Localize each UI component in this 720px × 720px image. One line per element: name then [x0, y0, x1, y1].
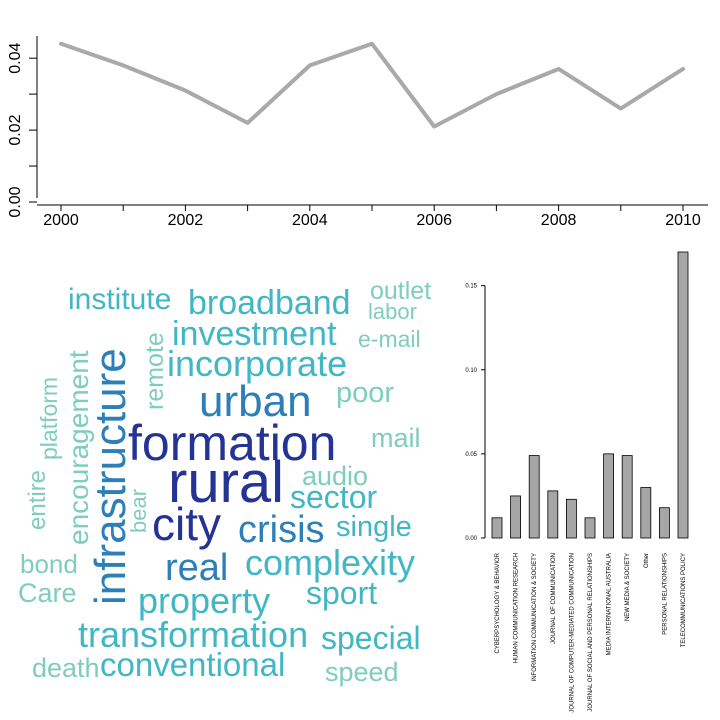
- bar: [547, 490, 559, 539]
- word-complexity: complexity: [245, 542, 415, 583]
- word-sport: sport: [306, 575, 377, 611]
- bar-category-label: MEDIA INTERNATIONAL AUSTRALIA: [607, 553, 613, 655]
- word-poor: poor: [336, 377, 394, 409]
- y-tick-label: 0.00: [7, 186, 24, 217]
- word-encouragement: encouragement: [63, 350, 94, 545]
- bar-category-label: Other: [644, 553, 650, 568]
- word-special: special: [321, 620, 421, 656]
- word-conventional: conventional: [100, 646, 285, 683]
- bar-category-label: TELECOMMUNICATIONS POLICY: [681, 553, 687, 647]
- bar: [491, 517, 503, 539]
- bar-y-tick-label: 0.05: [465, 452, 477, 458]
- bar: [584, 517, 596, 539]
- bar-y-tick-label: 0.10: [465, 368, 477, 374]
- word-single: single: [336, 511, 412, 543]
- bar-category-label: JOURNAL OF SOCIAL AND PERSONAL RELATIONS…: [588, 553, 594, 712]
- bar: [621, 455, 633, 539]
- y-tick-label: 0.04: [7, 43, 24, 74]
- bar: [566, 498, 577, 539]
- word-transformation: transformation: [78, 614, 308, 655]
- bar-category-label: PERSONAL RELATIONSHIPS: [662, 553, 668, 635]
- x-tick-label: 2002: [168, 212, 204, 229]
- bar-category-label: CYBERPSYCHOLOGY & BEHAVIOR: [495, 552, 501, 653]
- word-rural: rural: [168, 450, 284, 515]
- word-entire: entire: [24, 470, 51, 530]
- bar-category-label: HUMAN COMMUNICATION RESEARCH: [514, 553, 520, 663]
- bar: [640, 487, 652, 539]
- x-tick-label: 2000: [43, 212, 79, 229]
- word-sector: sector: [290, 479, 377, 515]
- bar: [528, 455, 540, 539]
- x-tick-label: 2004: [292, 212, 328, 229]
- x-tick-label: 2008: [541, 212, 577, 229]
- word-infrastructure: infrastructure: [86, 348, 135, 605]
- series-line: [59, 41, 685, 129]
- word-real: real: [165, 547, 228, 589]
- word-investment: investment: [172, 315, 337, 353]
- word-city: city: [152, 498, 221, 550]
- x-tick-label: 2006: [416, 212, 452, 229]
- word-platform: platform: [36, 377, 62, 460]
- word-labor: labor: [368, 299, 417, 324]
- word-speed: speed: [325, 657, 399, 687]
- word-bond: bond: [20, 549, 78, 579]
- bar: [510, 495, 522, 539]
- bar: [677, 251, 689, 539]
- word-urban: urban: [199, 377, 312, 426]
- bar-y-tick-label: 0.00: [465, 536, 477, 542]
- word-incorporate: incorporate: [167, 343, 347, 384]
- bar-category-label: NEW MEDIA & SOCIETY: [625, 553, 631, 621]
- bar-y-tick-label: 0.15: [465, 284, 477, 290]
- word-care: Care: [18, 578, 77, 608]
- bar: [603, 453, 614, 539]
- word-institute: institute: [68, 283, 171, 316]
- word-e-mail: e-mail: [358, 326, 421, 352]
- word-property: property: [138, 580, 270, 621]
- y-tick-label: 0.02: [7, 114, 24, 145]
- line-chart: 0.00 0.02 0.04 2000 2002 2004 2006 2008 2010: [7, 36, 708, 229]
- word-crisis: crisis: [238, 509, 325, 551]
- word-mail: mail: [371, 423, 421, 453]
- x-tick-label: 2010: [665, 212, 701, 229]
- word-broadband: broadband: [188, 284, 351, 322]
- bar-chart: 0.00 0.05 0.10 0.15 CYBERPSYCHOLOGY & BEHAVI…: [465, 251, 689, 713]
- word-remote: remote: [141, 332, 169, 410]
- word-outlet: outlet: [370, 277, 431, 305]
- bar-category-label: JOURNAL OF COMMUNICATION: [551, 553, 557, 644]
- bar-category-label: INFORMATION COMMUNICATION & SOCIETY: [532, 553, 538, 681]
- word-formation: formation: [128, 415, 336, 471]
- bar: [659, 507, 670, 539]
- word-death: death: [32, 653, 100, 683]
- bar-category-label: JOURNAL OF COMPUTER-MEDIATED COMMUNICATI…: [569, 553, 575, 713]
- word-audio: audio: [302, 461, 368, 491]
- word-bear: bear: [126, 489, 151, 533]
